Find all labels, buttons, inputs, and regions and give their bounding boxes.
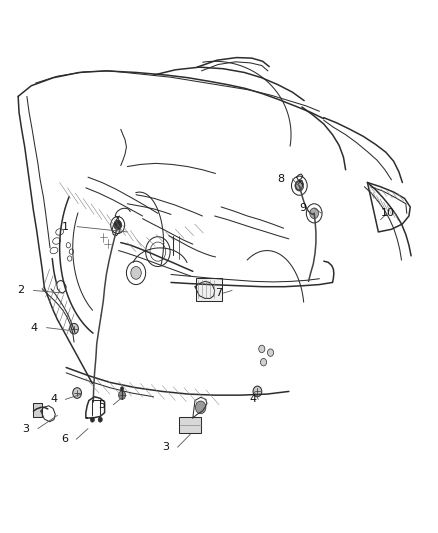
Circle shape (119, 391, 126, 399)
FancyBboxPatch shape (179, 417, 201, 433)
Text: 1: 1 (61, 222, 68, 232)
Circle shape (310, 208, 318, 219)
Circle shape (253, 386, 262, 397)
Text: 7: 7 (215, 288, 222, 298)
Text: 9: 9 (299, 203, 306, 213)
Circle shape (120, 386, 124, 391)
Circle shape (73, 387, 81, 398)
Text: 10: 10 (381, 208, 395, 219)
Text: 3: 3 (22, 424, 29, 434)
Circle shape (295, 180, 304, 191)
Circle shape (261, 359, 267, 366)
Text: 4: 4 (31, 322, 38, 333)
Circle shape (131, 266, 141, 279)
Circle shape (70, 324, 78, 334)
Circle shape (268, 349, 274, 357)
Text: 6: 6 (61, 434, 68, 445)
Text: 4: 4 (250, 394, 257, 405)
Circle shape (98, 417, 102, 422)
Circle shape (195, 401, 206, 414)
Text: 3: 3 (162, 442, 169, 452)
Circle shape (90, 417, 95, 422)
Circle shape (114, 220, 122, 230)
Text: 2: 2 (18, 286, 25, 295)
Circle shape (259, 345, 265, 353)
FancyBboxPatch shape (196, 278, 222, 301)
Text: 8: 8 (277, 174, 285, 184)
Text: 5: 5 (99, 400, 106, 410)
Text: 4: 4 (50, 394, 57, 405)
FancyBboxPatch shape (32, 402, 42, 417)
